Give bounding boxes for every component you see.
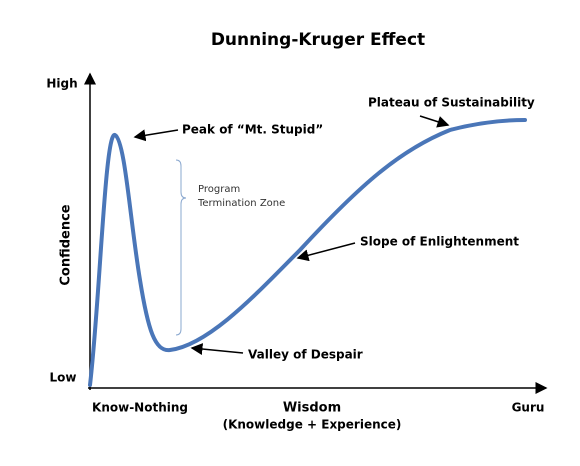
zone-label: Termination Zone	[197, 198, 285, 209]
valley-label: Valley of Despair	[248, 348, 363, 362]
title: Dunning-Kruger Effect	[211, 30, 425, 50]
zone-bracket	[175, 159, 187, 336]
x-axis-title: Wisdom	[283, 401, 341, 416]
arrow	[133, 129, 179, 142]
curve	[88, 118, 527, 387]
zone-label: Program	[198, 184, 240, 195]
arrow	[296, 242, 356, 262]
slope-label: Slope of Enlightenment	[360, 235, 519, 249]
x-start: Know-Nothing	[92, 401, 188, 415]
x-end: Guru	[512, 401, 545, 415]
y-low: Low	[50, 371, 77, 385]
y-high: High	[46, 77, 77, 91]
peak-label: Peak of “Mt. Stupid”	[182, 123, 323, 137]
y-axis-title: Confidence	[59, 204, 74, 285]
x-axis-subtitle: (Knowledge + Experience)	[223, 418, 402, 432]
plateau-label: Plateau of Sustainability	[368, 96, 535, 110]
arrow	[190, 343, 244, 355]
arrow	[419, 115, 450, 128]
